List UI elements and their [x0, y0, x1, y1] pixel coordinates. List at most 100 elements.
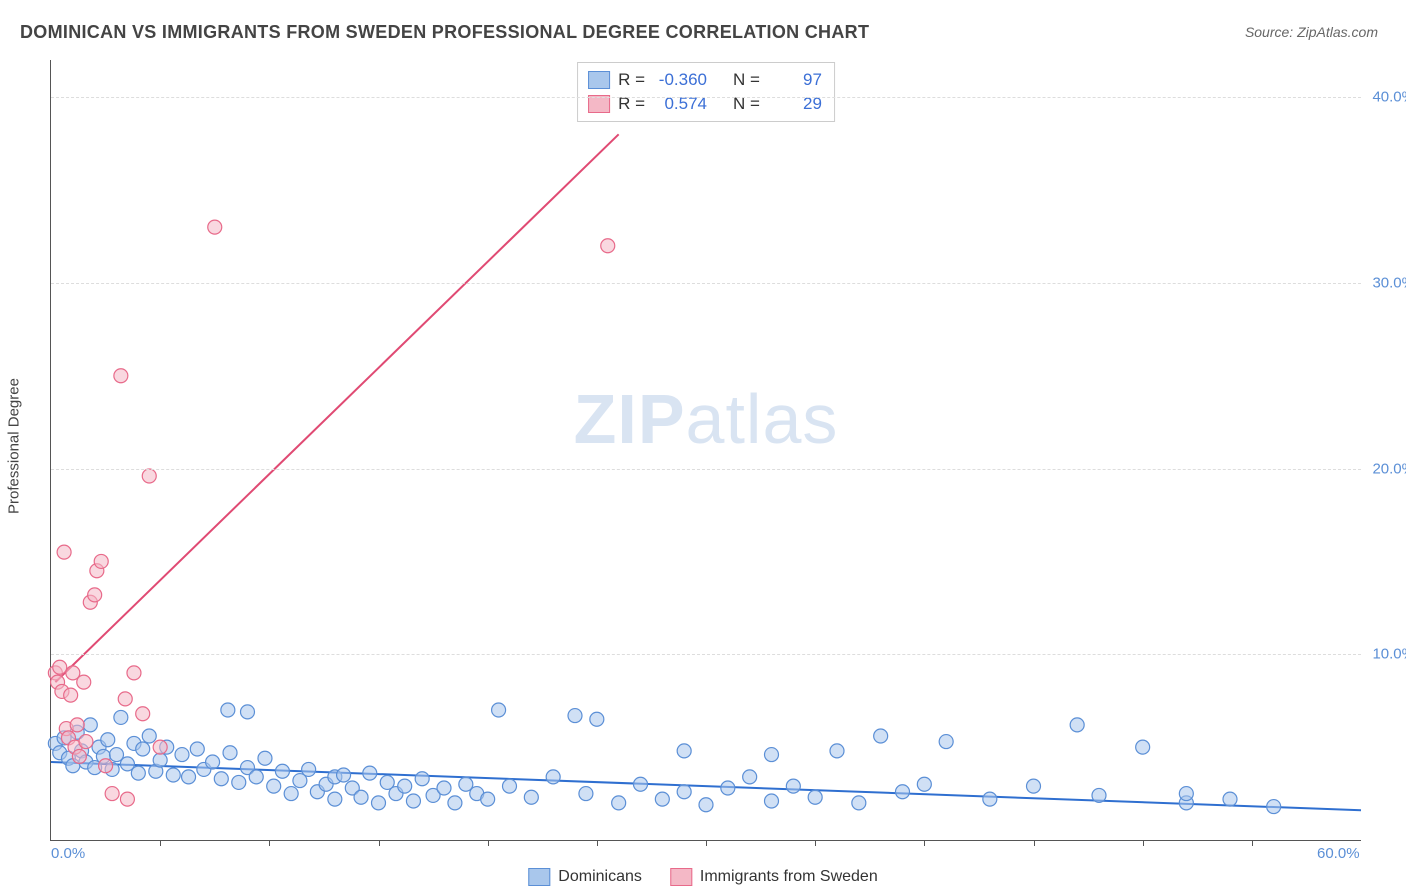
data-point [114, 710, 128, 724]
data-point [524, 790, 538, 804]
data-point [503, 779, 517, 793]
data-point [354, 790, 368, 804]
data-point [114, 369, 128, 383]
y-tick-label: 10.0% [1365, 646, 1406, 663]
data-point [79, 735, 93, 749]
gridline [51, 469, 1361, 470]
data-point [136, 707, 150, 721]
trend-line [55, 134, 618, 682]
data-point [64, 688, 78, 702]
data-point [743, 770, 757, 784]
x-tick-mark [1143, 840, 1144, 846]
stats-row: R =0.574N =29 [588, 92, 822, 116]
data-point [546, 770, 560, 784]
data-point [83, 718, 97, 732]
data-point [214, 772, 228, 786]
data-point [175, 748, 189, 762]
data-point [267, 779, 281, 793]
data-point [206, 755, 220, 769]
source-credit: Source: ZipAtlas.com [1245, 24, 1378, 40]
x-tick-mark [597, 840, 598, 846]
data-point [1223, 792, 1237, 806]
r-value: -0.360 [653, 68, 707, 92]
data-point [57, 545, 71, 559]
x-tick-label: 60.0% [1317, 845, 1360, 862]
x-tick-mark [924, 840, 925, 846]
data-point [655, 792, 669, 806]
series-swatch [588, 71, 610, 89]
x-tick-mark [379, 840, 380, 846]
data-point [415, 772, 429, 786]
data-point [241, 705, 255, 719]
data-point [249, 770, 263, 784]
data-point [448, 796, 462, 810]
data-point [492, 703, 506, 717]
x-tick-mark [160, 840, 161, 846]
x-tick-mark [269, 840, 270, 846]
data-point [852, 796, 866, 810]
legend-swatch [528, 868, 550, 886]
data-point [983, 792, 997, 806]
data-point [77, 675, 91, 689]
gridline [51, 283, 1361, 284]
data-point [765, 748, 779, 762]
source-label: Source: [1245, 24, 1297, 40]
data-point [363, 766, 377, 780]
data-point [182, 770, 196, 784]
data-point [223, 746, 237, 760]
data-point [939, 735, 953, 749]
x-tick-mark [1034, 840, 1035, 846]
data-point [406, 794, 420, 808]
data-point [1070, 718, 1084, 732]
data-point [830, 744, 844, 758]
n-label: N = [733, 68, 760, 92]
data-point [284, 787, 298, 801]
legend-label: Immigrants from Sweden [700, 868, 878, 886]
r-label: R = [618, 68, 645, 92]
data-point [275, 764, 289, 778]
data-point [131, 766, 145, 780]
n-value: 29 [768, 92, 822, 116]
data-point [328, 792, 342, 806]
data-point [808, 790, 822, 804]
data-point [101, 733, 115, 747]
data-point [337, 768, 351, 782]
legend: DominicansImmigrants from Sweden [522, 868, 883, 886]
correlation-stats-box: R =-0.360N =97R =0.574N =29 [577, 62, 835, 122]
data-point [677, 785, 691, 799]
data-point [1267, 800, 1281, 814]
gridline [51, 654, 1361, 655]
data-point [1092, 788, 1106, 802]
data-point [917, 777, 931, 791]
gridline [51, 97, 1361, 98]
data-point [1136, 740, 1150, 754]
data-point [601, 239, 615, 253]
x-tick-mark [1252, 840, 1253, 846]
data-point [896, 785, 910, 799]
data-point [612, 796, 626, 810]
x-tick-mark [706, 840, 707, 846]
data-point [372, 796, 386, 810]
data-point [208, 220, 222, 234]
data-point [99, 759, 113, 773]
data-point [579, 787, 593, 801]
data-point [127, 666, 141, 680]
data-point [481, 792, 495, 806]
data-point [153, 740, 167, 754]
data-point [437, 781, 451, 795]
chart-svg [51, 60, 1361, 840]
data-point [634, 777, 648, 791]
plot-area: ZIPatlas R =-0.360N =97R =0.574N =29 10.… [50, 60, 1361, 841]
x-tick-label: 0.0% [51, 845, 85, 862]
data-point [398, 779, 412, 793]
data-point [70, 718, 84, 732]
data-point [153, 753, 167, 767]
data-point [136, 742, 150, 756]
data-point [786, 779, 800, 793]
stats-row: R =-0.360N =97 [588, 68, 822, 92]
data-point [699, 798, 713, 812]
data-point [568, 709, 582, 723]
data-point [118, 692, 132, 706]
y-tick-label: 20.0% [1365, 460, 1406, 477]
data-point [1027, 779, 1041, 793]
